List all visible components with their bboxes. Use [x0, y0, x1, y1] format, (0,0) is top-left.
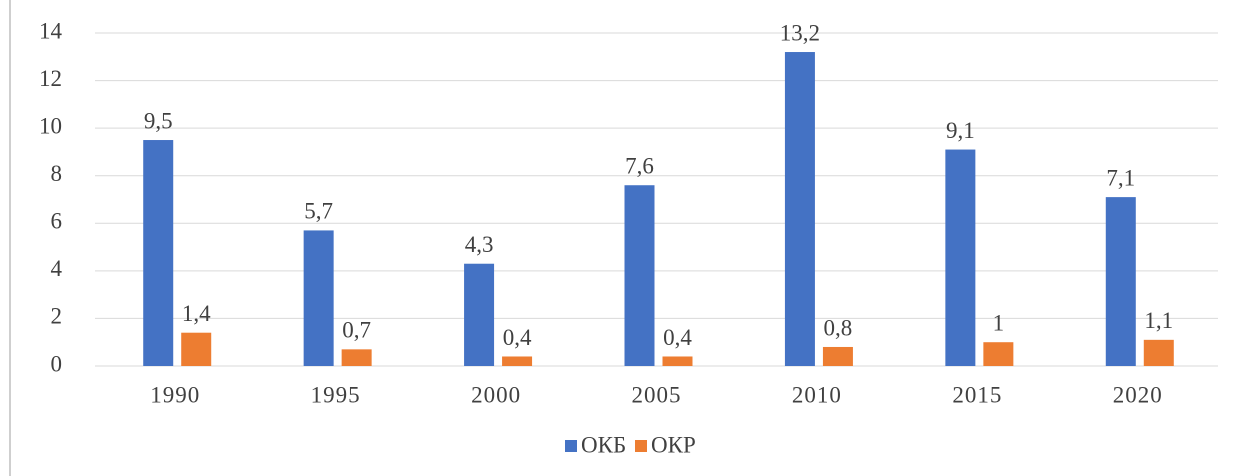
y-tick-label: 14 [39, 18, 63, 43]
value-label: 0,7 [342, 318, 371, 343]
bar [784, 52, 815, 367]
y-tick-label: 8 [51, 161, 63, 186]
legend-swatch [565, 440, 577, 452]
y-tick-label: 4 [51, 256, 63, 281]
y-tick-label: 6 [51, 209, 63, 234]
x-tick-label: 2005 [632, 382, 682, 407]
value-label: 7,1 [1106, 165, 1135, 190]
value-label: 7,6 [625, 154, 654, 179]
y-tick-label: 12 [39, 66, 62, 91]
value-label: 5,7 [304, 199, 333, 224]
x-tick-label: 1990 [150, 382, 200, 407]
bar [181, 332, 212, 366]
x-tick-label: 2015 [952, 382, 1002, 407]
value-label: 0,4 [663, 325, 692, 350]
bar [624, 185, 655, 366]
value-label: 0,8 [824, 315, 853, 340]
value-label: 0,4 [503, 325, 532, 350]
legend-swatch [635, 440, 647, 452]
x-tick-label: 2020 [1113, 382, 1163, 407]
bar [945, 149, 976, 366]
value-label: 1,1 [1144, 308, 1173, 333]
x-tick-label: 2000 [471, 382, 521, 407]
value-label: 1 [993, 310, 1005, 335]
x-tick-label: 2010 [792, 382, 842, 407]
bar [502, 356, 533, 366]
bar [822, 346, 853, 366]
value-label: 13,2 [780, 20, 820, 45]
legend-label: ОКБ [581, 432, 626, 457]
y-tick-label: 10 [39, 113, 62, 138]
value-label: 9,5 [144, 108, 173, 133]
value-label: 4,3 [465, 232, 494, 257]
bar [1105, 197, 1136, 366]
value-label: 9,1 [946, 118, 975, 143]
bar [341, 349, 372, 366]
legend-label: ОКР [651, 432, 696, 457]
value-label: 1,4 [182, 301, 211, 326]
bar [1143, 339, 1174, 366]
bar [143, 140, 174, 366]
x-tick-label: 1995 [311, 382, 361, 407]
y-tick-label: 2 [51, 304, 63, 329]
bar [464, 263, 495, 366]
bar [303, 230, 334, 366]
bar [983, 342, 1014, 366]
bar [662, 356, 693, 366]
y-tick-label: 0 [51, 351, 63, 376]
